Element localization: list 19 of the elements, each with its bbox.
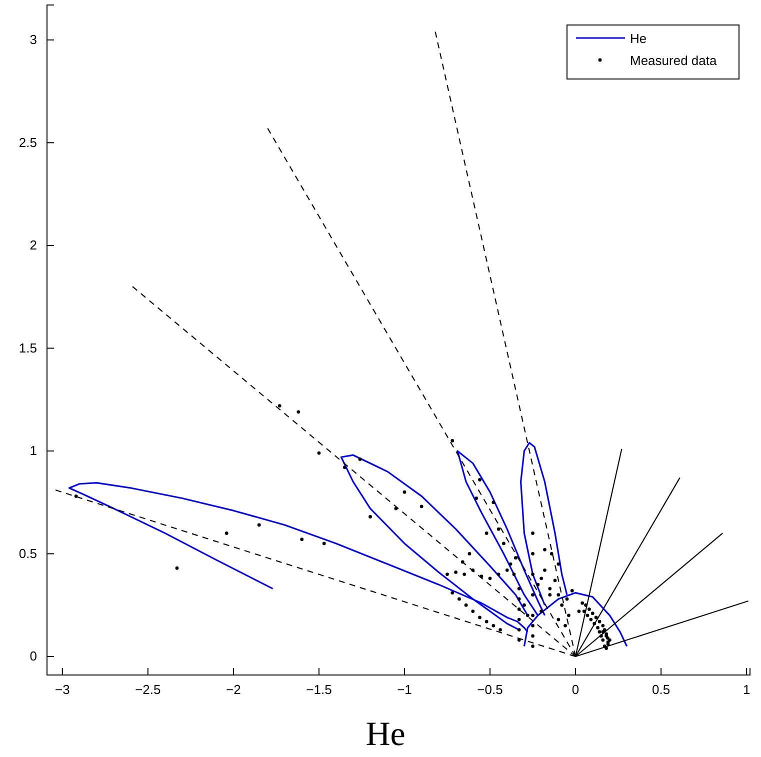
legend-label: Measured data bbox=[630, 53, 718, 68]
y-tick-label: 0.5 bbox=[18, 546, 37, 561]
y-tick-label: 2.5 bbox=[18, 134, 37, 150]
legend-label: He bbox=[630, 31, 647, 46]
x-tick-label: −0.5 bbox=[477, 682, 503, 698]
x-tick-label: −3 bbox=[54, 682, 70, 698]
y-tick-label: 0 bbox=[30, 648, 37, 664]
x-tick-label: 0.5 bbox=[652, 682, 670, 698]
x-tick-label: −2.5 bbox=[135, 682, 161, 698]
x-tick-label: −1 bbox=[397, 682, 412, 698]
y-tick-label: 1 bbox=[30, 443, 37, 458]
x-tick-label: 0 bbox=[572, 682, 580, 698]
y-tick-label: 2 bbox=[30, 238, 37, 253]
x-tick-label: 1 bbox=[742, 682, 750, 698]
x-tick-label: −1.5 bbox=[306, 682, 332, 698]
x-axis-title: He bbox=[366, 716, 406, 753]
x-tick-label: −2 bbox=[226, 682, 241, 698]
y-tick-label: 3 bbox=[30, 32, 37, 48]
y-tick-label: 1.5 bbox=[18, 340, 37, 356]
